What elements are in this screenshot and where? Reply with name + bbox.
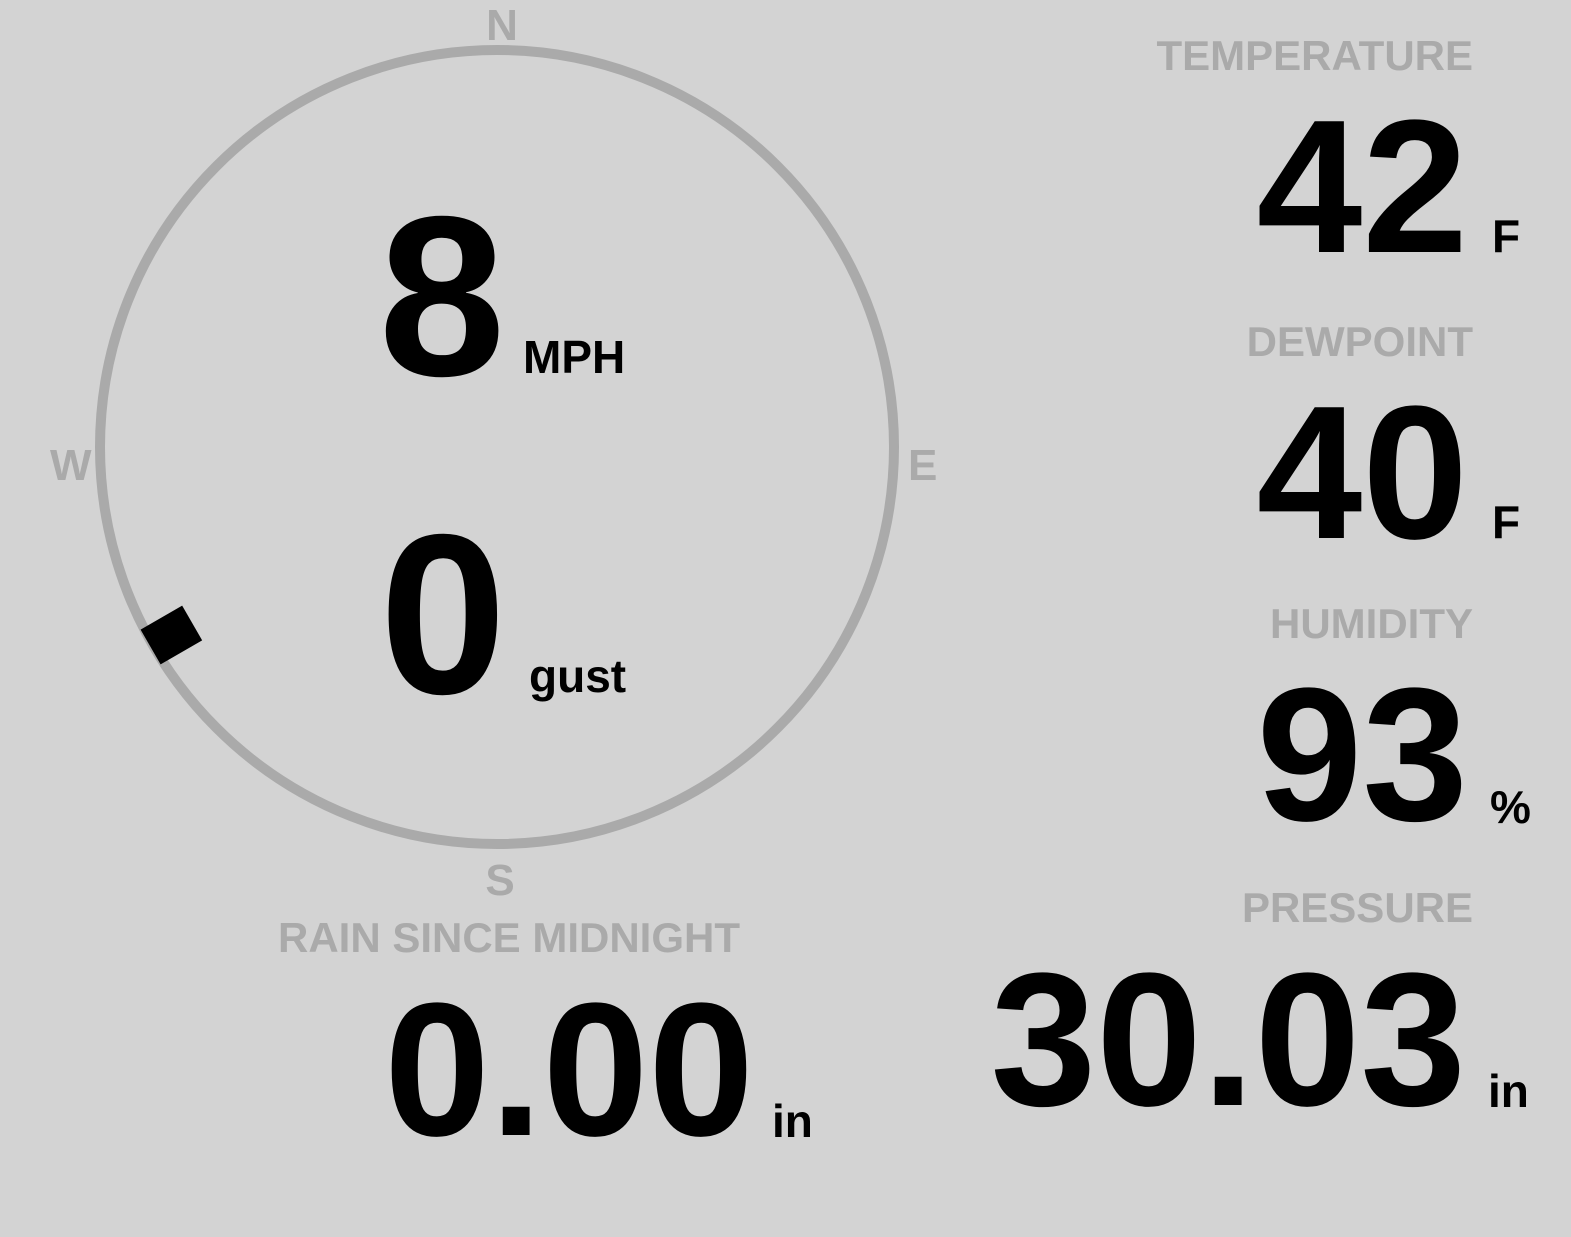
compass-west-label: W	[50, 441, 92, 490]
compass-south-label: S	[485, 856, 514, 905]
wind-gust-unit: gust	[529, 650, 626, 702]
wind-compass: N S E W 8 MPH 0 gust	[50, 1, 937, 905]
rain-value: 0.00	[384, 964, 754, 1176]
humidity-value: 93	[1257, 649, 1468, 861]
pressure-label: PRESSURE	[1242, 884, 1473, 931]
compass-east-label: E	[908, 441, 937, 490]
humidity-label: HUMIDITY	[1270, 600, 1473, 647]
compass-ring	[95, 45, 899, 849]
dewpoint-value: 40	[1257, 367, 1468, 579]
wind-direction-marker	[140, 605, 203, 665]
pressure-value: 30.03	[991, 934, 1466, 1146]
rain-panel: RAIN SINCE MIDNIGHT 0.00 in	[278, 914, 813, 1176]
wind-speed-value: 8	[379, 170, 506, 424]
humidity-panel: HUMIDITY 93 %	[1257, 600, 1531, 861]
temperature-panel: TEMPERATURE 42 F	[1156, 32, 1520, 293]
dewpoint-label: DEWPOINT	[1247, 318, 1474, 365]
pressure-unit: in	[1488, 1065, 1529, 1117]
temperature-unit: F	[1492, 210, 1520, 262]
rain-label: RAIN SINCE MIDNIGHT	[278, 914, 740, 961]
dewpoint-panel: DEWPOINT 40 F	[1247, 318, 1520, 579]
rain-unit: in	[772, 1095, 813, 1147]
temperature-value: 42	[1257, 81, 1468, 293]
wind-speed-unit: MPH	[523, 331, 625, 383]
dewpoint-unit: F	[1492, 496, 1520, 548]
temperature-label: TEMPERATURE	[1156, 32, 1473, 79]
compass-north-label: N	[486, 1, 518, 50]
wind-gust-value: 0	[380, 488, 507, 742]
pressure-panel: PRESSURE 30.03 in	[991, 884, 1529, 1146]
humidity-unit: %	[1490, 781, 1531, 833]
